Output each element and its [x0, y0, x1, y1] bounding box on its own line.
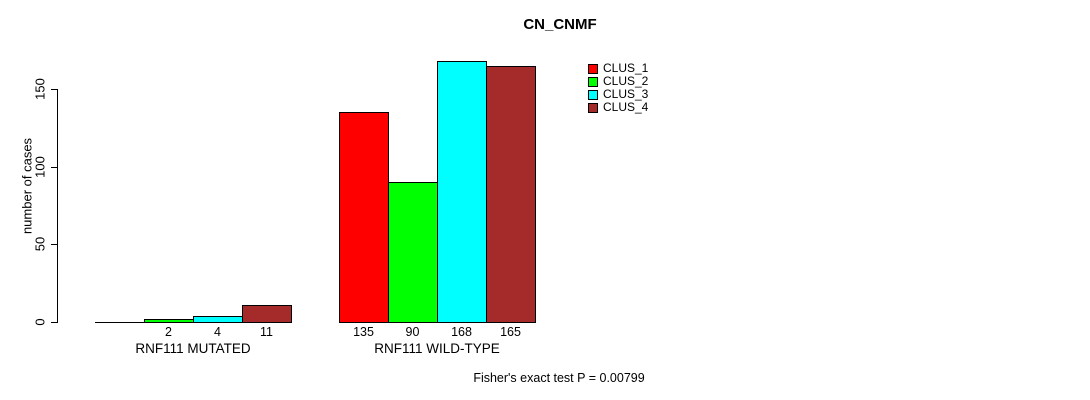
bar-clus_3 [193, 316, 243, 323]
bar-clus_2 [144, 319, 194, 323]
bar-clus_2 [388, 182, 438, 323]
legend-label: CLUS_4 [603, 100, 649, 114]
legend-row: CLUS_1 [588, 62, 648, 75]
legend-label: CLUS_2 [603, 74, 649, 88]
bar-count-label: 90 [405, 325, 420, 339]
y-tick-mark [51, 244, 57, 245]
legend-swatch-clus_3 [588, 89, 598, 100]
legend-swatch-clus_1 [588, 63, 598, 74]
y-tick-mark [51, 89, 57, 90]
bar-clus_3 [437, 61, 487, 323]
y-axis-line [57, 89, 58, 323]
bar-clus_1-zero [95, 322, 145, 323]
bar-count-label: 168 [451, 325, 472, 339]
y-tick-label: 150 [32, 78, 48, 100]
legend-row: CLUS_4 [588, 101, 648, 114]
legend-swatch-clus_4 [588, 102, 598, 113]
legend-label: CLUS_1 [603, 61, 649, 75]
y-tick-mark [51, 167, 57, 168]
y-axis-title: number of cases [19, 137, 35, 235]
x-group-label-mutated: RNF111 MUTATED [135, 341, 251, 356]
legend-row: CLUS_3 [588, 88, 648, 101]
legend: CLUS_1 CLUS_2 CLUS_3 CLUS_4 [588, 62, 648, 114]
fisher-test-annotation: Fisher's exact test P = 0.00799 [473, 371, 645, 385]
bar-count-label: 2 [165, 325, 172, 339]
legend-swatch-clus_2 [588, 76, 598, 87]
legend-label: CLUS_3 [603, 87, 649, 101]
bar-count-label: 135 [353, 325, 374, 339]
chart-title: CN_CNMF [523, 16, 597, 33]
bar-count-label: 165 [500, 325, 521, 339]
x-group-label-wildtype: RNF111 WILD-TYPE [374, 341, 500, 356]
legend-row: CLUS_2 [588, 75, 648, 88]
bar-count-label: 4 [214, 325, 221, 339]
y-tick-label: 100 [32, 156, 48, 178]
y-tick-mark [51, 322, 57, 323]
bar-clus_4 [486, 66, 536, 323]
y-tick-label: 50 [32, 236, 48, 252]
y-tick-label: 0 [32, 318, 48, 326]
bar-clus_4 [242, 305, 292, 323]
bar-clus_1 [339, 112, 389, 323]
bar-count-label: 11 [260, 325, 273, 339]
